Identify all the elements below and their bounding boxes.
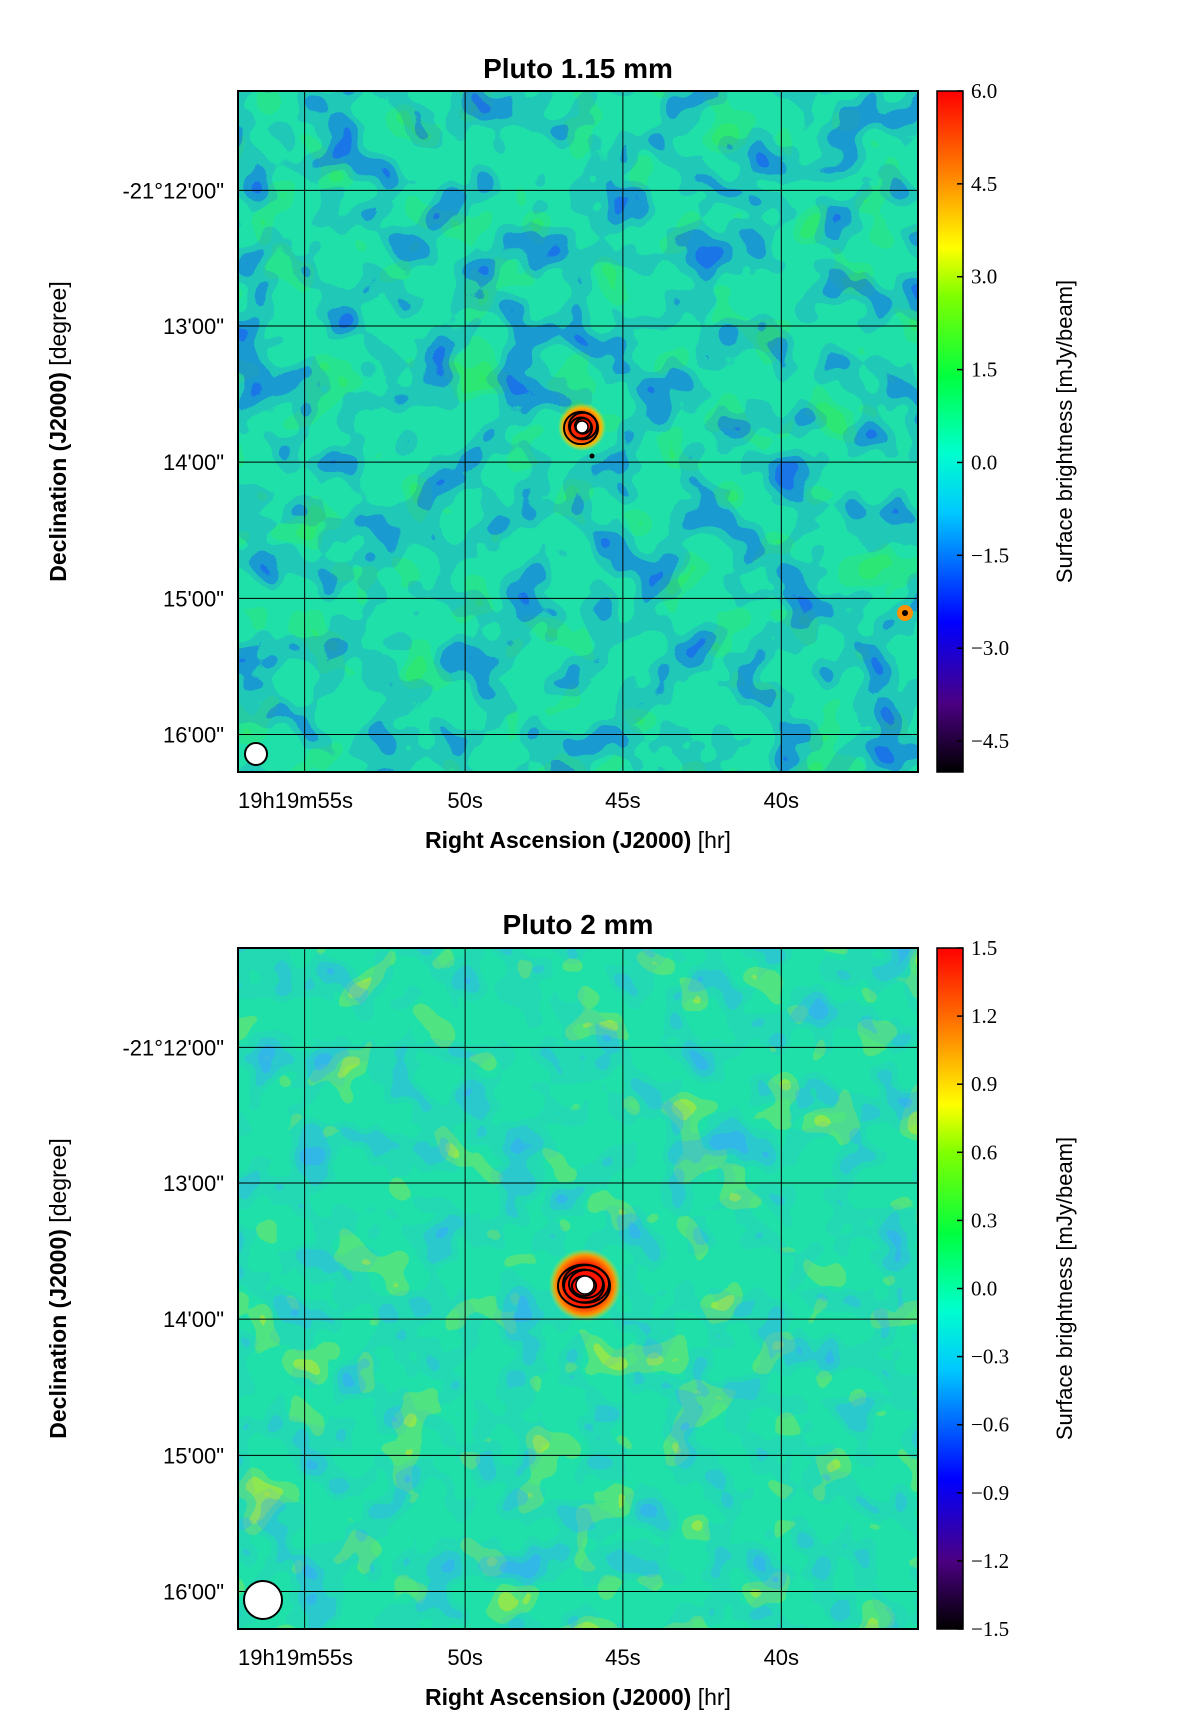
colorbar-tick-label: 0.3 — [971, 1208, 997, 1232]
chart-title: Pluto 1.15 mm — [483, 53, 673, 84]
x-axis-label-name: Right Ascension (J2000) — [425, 827, 691, 853]
colorbar-tick-label: −1.5 — [971, 1617, 1009, 1641]
colorbar-label: Surface brightness [mJy/beam] — [1052, 1137, 1077, 1440]
secondary-contour — [902, 610, 908, 616]
y-tick-label: 14'00" — [163, 1307, 224, 1332]
y-tick-label: -21°12'00" — [122, 178, 224, 203]
y-tick-label: 13'00" — [163, 1171, 224, 1196]
small-contour — [589, 453, 595, 459]
contour-peak — [575, 420, 589, 434]
colorbar-tick-label: 6.0 — [971, 79, 997, 103]
x-tick-label: 50s — [447, 1645, 482, 1670]
plot-frame — [237, 947, 919, 1630]
colorbar-tick-label: 0.9 — [971, 1072, 997, 1096]
panel-1: Pluto 1.15 mm 19h19m55s 50s 45s 40s -21°12'00… — [45, 53, 1077, 853]
x-axis-label-unit: [hr] — [691, 1684, 731, 1710]
colorbar-tick-label: 1.5 — [971, 358, 997, 382]
colorbar-tick-label: −0.6 — [971, 1413, 1009, 1437]
x-tick-label: 45s — [605, 1645, 640, 1670]
y-axis-label-unit: [degree] — [45, 281, 71, 372]
x-tick-label: 50s — [447, 788, 482, 813]
x-tick-label: 19h19m55s — [238, 1645, 353, 1670]
x-axis-label-unit: [hr] — [691, 827, 731, 853]
colorbar-gradient — [936, 90, 964, 773]
x-tick-label: 40s — [764, 1645, 799, 1670]
sky-map — [238, 91, 918, 772]
chart-title: Pluto 2 mm — [503, 909, 654, 940]
sky-map — [238, 948, 918, 1629]
x-tick-label: 40s — [764, 788, 799, 813]
x-tick-label: 19h19m55s — [238, 788, 353, 813]
y-axis-label: Declination (J2000) [degree] — [45, 1138, 71, 1438]
colorbar-tick-label: −0.3 — [971, 1345, 1009, 1369]
colorbar-tick-label: 0.6 — [971, 1140, 997, 1164]
x-tick-label: 45s — [605, 788, 640, 813]
x-axis-label: Right Ascension (J2000) [hr] — [425, 827, 731, 853]
colorbar-tick-label: 1.5 — [971, 936, 997, 960]
y-axis-label-name: Declination (J2000) — [45, 1229, 71, 1439]
colorbar-tick-label: 4.5 — [971, 172, 997, 196]
y-tick-label: 13'00" — [163, 314, 224, 339]
y-tick-label: 15'00" — [163, 586, 224, 611]
contour-line — [568, 1269, 604, 1299]
beam-ellipse — [244, 742, 268, 766]
y-axis-label-name: Declination (J2000) — [45, 372, 71, 582]
y-tick-label: 14'00" — [163, 450, 224, 475]
contour-peak — [575, 1275, 595, 1295]
colorbar-label: Surface brightness [mJy/beam] — [1052, 280, 1077, 583]
y-tick-label: 16'00" — [163, 1580, 224, 1605]
colorbar-tick-label: 0.0 — [971, 1277, 997, 1301]
y-axis-label-unit: [degree] — [45, 1138, 71, 1229]
x-axis-label: Right Ascension (J2000) [hr] — [425, 1684, 731, 1710]
y-tick-label: 16'00" — [163, 723, 224, 748]
y-tick-label: 15'00" — [163, 1443, 224, 1468]
colorbar-tick-label: −3.0 — [971, 636, 1009, 660]
panel-2: Pluto 2 mm 19h19m55s 50s 45s 40s -21°12'00" 13… — [45, 909, 1077, 1710]
beam-ellipse — [243, 1580, 283, 1620]
colorbar-tick-label: 0.0 — [971, 450, 997, 474]
colorbar-tick-label: 3.0 — [971, 265, 997, 289]
plot-frame — [237, 90, 919, 773]
y-tick-label: -21°12'00" — [122, 1035, 224, 1060]
colorbar-tick-label: 1.2 — [971, 1004, 997, 1028]
y-axis-label: Declination (J2000) [degree] — [45, 281, 71, 581]
colorbar-tick-label: −1.2 — [971, 1549, 1009, 1573]
colorbar: 1.5 1.2 0.9 0.6 0.3 0.0 −0.3 −0.6 −0.9 −1.2 −1.5 Su… — [936, 936, 1077, 1641]
x-axis-label-name: Right Ascension (J2000) — [425, 1684, 691, 1710]
colorbar-tick-label: −1.5 — [971, 543, 1009, 567]
colorbar-tick-label: −0.9 — [971, 1481, 1009, 1505]
colorbar: 6.0 4.5 3.0 1.5 0.0 −1.5 −3.0 −4.5 Surface brigh… — [936, 79, 1077, 773]
contour-line — [569, 416, 593, 440]
colorbar-tick-label: −4.5 — [971, 729, 1009, 753]
